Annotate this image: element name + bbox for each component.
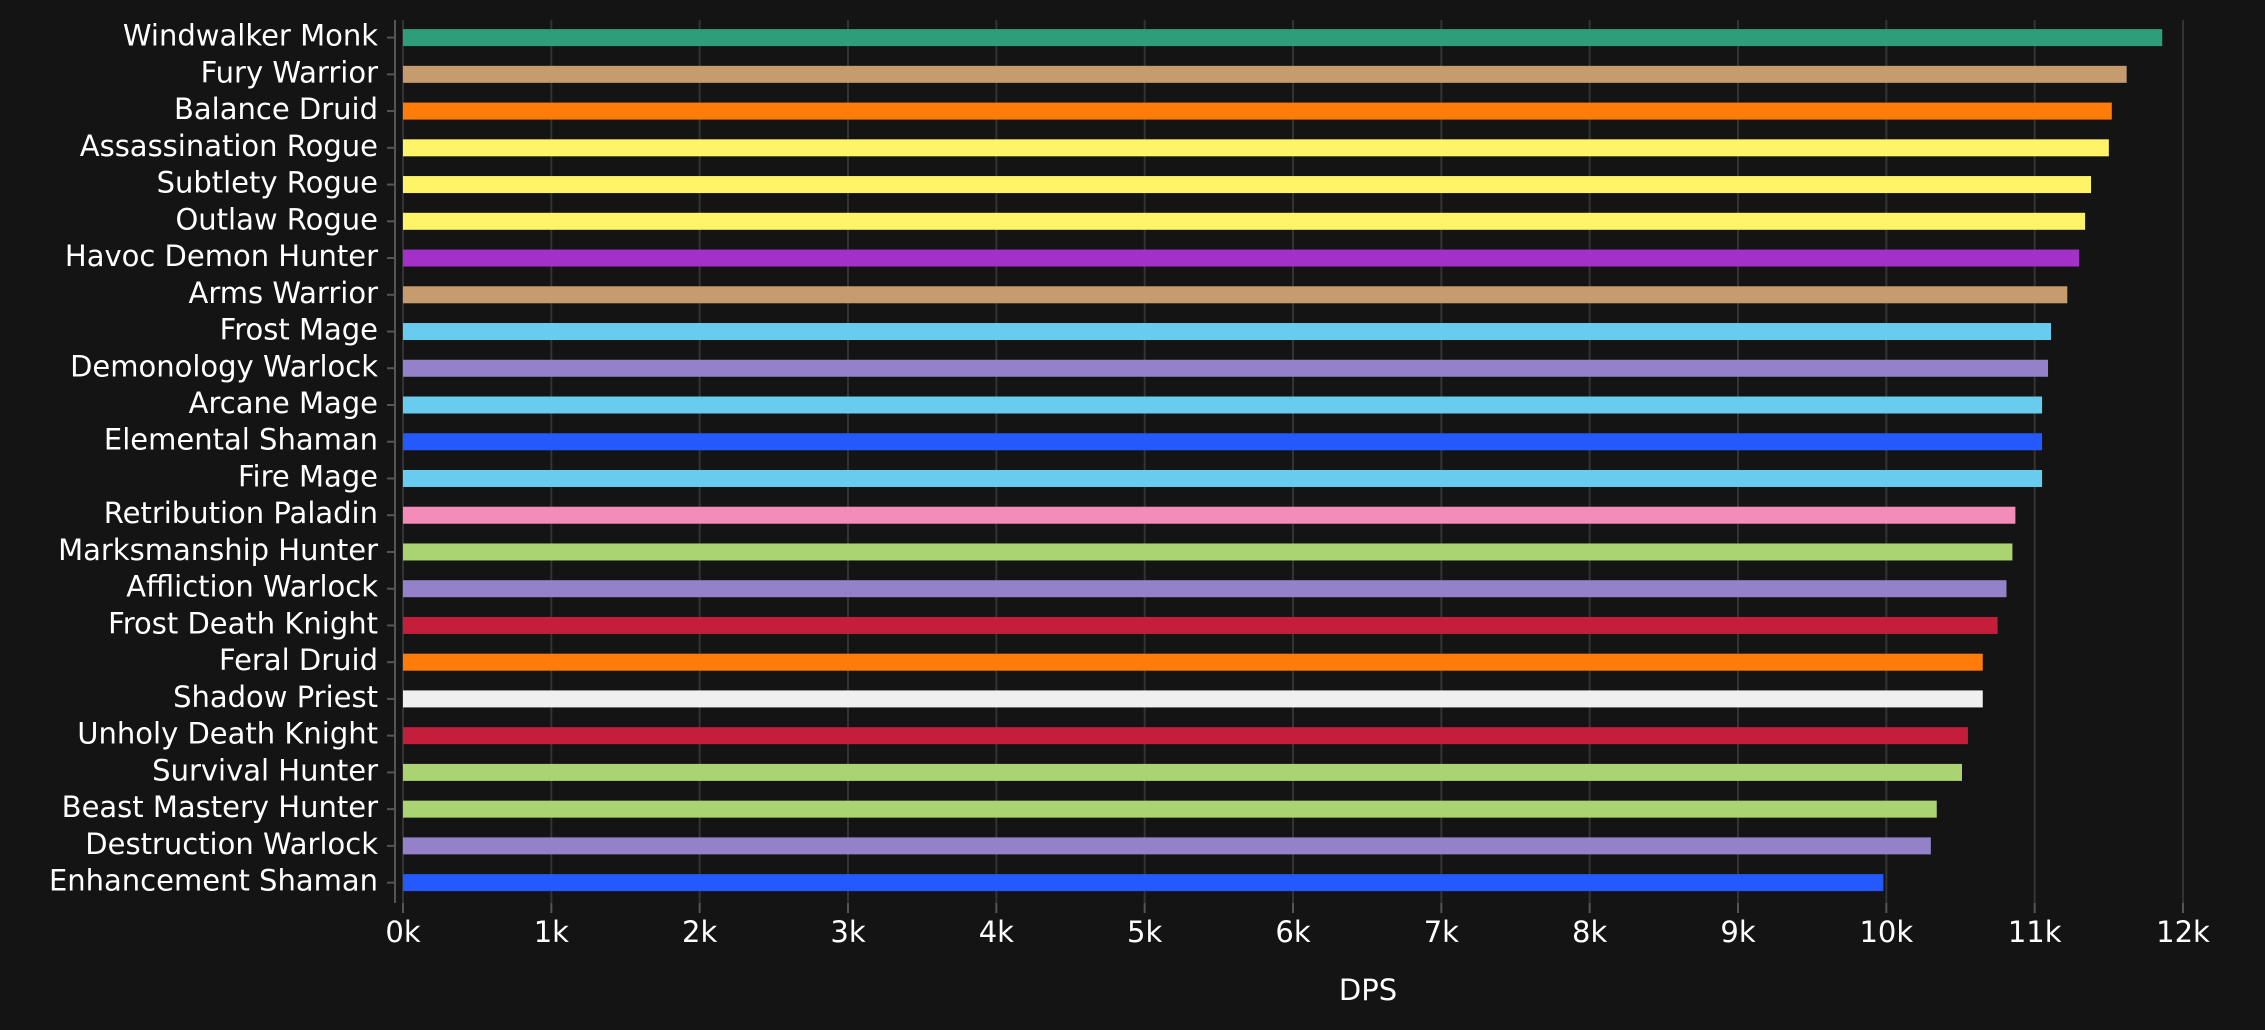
y-tick-label: Enhancement Shaman: [49, 864, 378, 898]
bar: [403, 727, 1968, 745]
y-tick-label: Havoc Demon Hunter: [65, 239, 378, 273]
x-tick-label: 7k: [1424, 915, 1459, 949]
bar: [403, 690, 1983, 708]
bar: [403, 580, 2007, 598]
bar: [403, 176, 2092, 194]
bar: [403, 29, 2163, 47]
y-tick-label: Retribution Paladin: [104, 496, 378, 530]
y-tick-label: Beast Mastery Hunter: [62, 790, 378, 824]
x-axis-title: DPS: [1339, 973, 1397, 1007]
y-tick-label: Marksmanship Hunter: [58, 533, 378, 567]
x-tick-label: 9k: [1720, 915, 1755, 949]
x-tick-label: 0k: [385, 915, 420, 949]
y-tick-label: Shadow Priest: [173, 680, 378, 714]
x-tick-label: 6k: [1275, 915, 1310, 949]
x-tick-label: 12k: [2156, 915, 2210, 949]
y-tick-label: Windwalker Monk: [123, 19, 378, 53]
x-tick-label: 4k: [979, 915, 1014, 949]
y-tick-label: Fire Mage: [238, 459, 378, 493]
y-tick-label: Elemental Shaman: [104, 423, 378, 457]
y-tick-label: Demonology Warlock: [70, 349, 378, 383]
y-tick-label: Assassination Rogue: [80, 129, 378, 163]
y-tick-label: Arcane Mage: [189, 386, 378, 420]
y-tick-label: Affliction Warlock: [126, 570, 378, 604]
x-tick-label: 1k: [534, 915, 569, 949]
y-tick-label: Feral Druid: [219, 643, 378, 677]
y-tick-label: Arms Warrior: [189, 276, 379, 310]
bar: [403, 543, 2013, 561]
bar: [403, 874, 1884, 892]
bar: [403, 286, 2068, 304]
x-tick-label: 8k: [1572, 915, 1607, 949]
x-tick-label: 10k: [1859, 915, 1913, 949]
bar: [403, 396, 2043, 414]
y-tick-label: Unholy Death Knight: [77, 717, 378, 751]
x-tick-label: 5k: [1127, 915, 1162, 949]
y-tick-label: Outlaw Rogue: [175, 202, 378, 236]
y-tick-label: Frost Mage: [220, 313, 378, 347]
bar: [403, 469, 2043, 487]
bar: [403, 763, 1962, 781]
y-tick-label: Destruction Warlock: [85, 827, 378, 861]
y-tick-label: Survival Hunter: [152, 753, 378, 787]
x-tick-label: 2k: [682, 915, 717, 949]
bar: [403, 800, 1937, 818]
bar: [403, 359, 2049, 377]
x-tick-label: 11k: [2008, 915, 2062, 949]
bar: [403, 616, 1998, 634]
bar: [403, 323, 2051, 341]
x-tick-label: 3k: [830, 915, 865, 949]
bar: [403, 433, 2043, 451]
bar: [403, 65, 2127, 83]
bar: [403, 102, 2112, 120]
bar: [403, 506, 2016, 524]
bar: [403, 139, 2109, 157]
y-tick-label: Frost Death Knight: [108, 606, 378, 640]
bar: [403, 653, 1983, 671]
y-tick-label: Fury Warrior: [201, 55, 379, 89]
bar: [403, 212, 2086, 230]
bar: [403, 249, 2080, 267]
bar: [403, 837, 1931, 855]
y-tick-label: Balance Druid: [174, 92, 378, 126]
y-tick-label: Subtlety Rogue: [157, 166, 378, 200]
